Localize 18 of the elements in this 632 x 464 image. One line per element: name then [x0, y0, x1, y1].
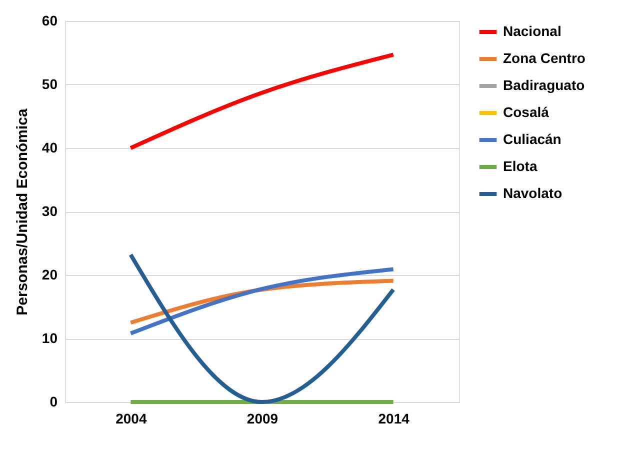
y-tick-label: 10	[42, 330, 58, 346]
legend-label: Cosalá	[503, 104, 550, 120]
legend-label: Nacional	[503, 23, 562, 39]
legend-label: Zona Centro	[503, 50, 586, 66]
y-tick-label: 0	[50, 394, 58, 410]
x-tick-label: 2009	[246, 410, 278, 426]
x-tick-label: 2004	[116, 410, 147, 426]
legend-label: Navolato	[503, 185, 562, 201]
y-tick-label: 40	[42, 140, 58, 156]
y-tick-label: 60	[42, 12, 58, 28]
y-tick-label: 20	[42, 266, 58, 282]
y-tick-label: 30	[42, 203, 58, 219]
y-axis-title: Personas/Unidad Económica	[14, 108, 31, 316]
legend-label: Elota	[503, 158, 538, 174]
legend-label: Badiraguato	[503, 77, 585, 93]
y-tick-label: 50	[42, 76, 58, 92]
legend-label: Culiacán	[503, 131, 562, 147]
x-tick-label: 2014	[378, 410, 410, 426]
